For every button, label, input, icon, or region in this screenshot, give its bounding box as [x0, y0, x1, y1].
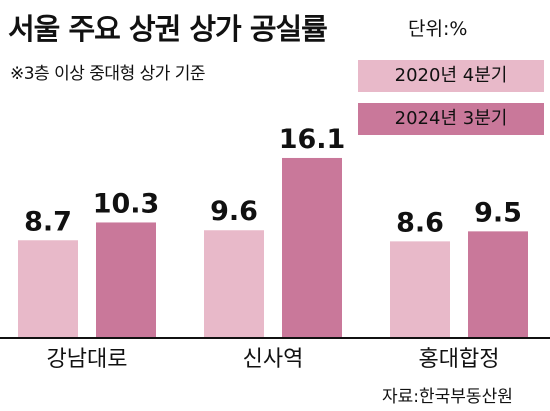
bar-2020-0 [18, 240, 78, 337]
value-label-2024-2: 9.5 [474, 197, 522, 228]
value-label-2024-1: 16.1 [279, 124, 346, 155]
chart-title: 서울 주요 상권 상가 공실률 [8, 12, 328, 46]
category-label-2: 홍대합정 [419, 347, 500, 372]
bar-2024-1 [282, 157, 342, 337]
legend-label-2020: 2020년 4분기 [394, 65, 508, 86]
legend-label-2024: 2024년 3분기 [394, 108, 508, 129]
category-label-0: 강남대로 [47, 347, 128, 372]
chart-subtitle: ※3층 이상 중대형 상가 기준 [10, 64, 206, 84]
category-label-1: 신사역 [243, 347, 304, 372]
value-label-2024-0: 10.3 [93, 188, 160, 219]
bar-2020-2 [390, 241, 450, 337]
legend-item-2020: 2020년 4분기 [358, 60, 544, 92]
bar-2024-0 [96, 222, 156, 337]
legend-item-2024: 2024년 3분기 [358, 103, 544, 135]
unit-label: 단위:% [408, 18, 468, 40]
source-note: 자료:한국부동산원 [382, 387, 513, 407]
bar-2020-1 [204, 230, 264, 337]
value-label-2020-2: 8.6 [396, 207, 444, 238]
bar-2024-2 [468, 231, 528, 337]
value-label-2020-1: 9.6 [210, 196, 258, 227]
value-label-2020-0: 8.7 [24, 206, 72, 237]
